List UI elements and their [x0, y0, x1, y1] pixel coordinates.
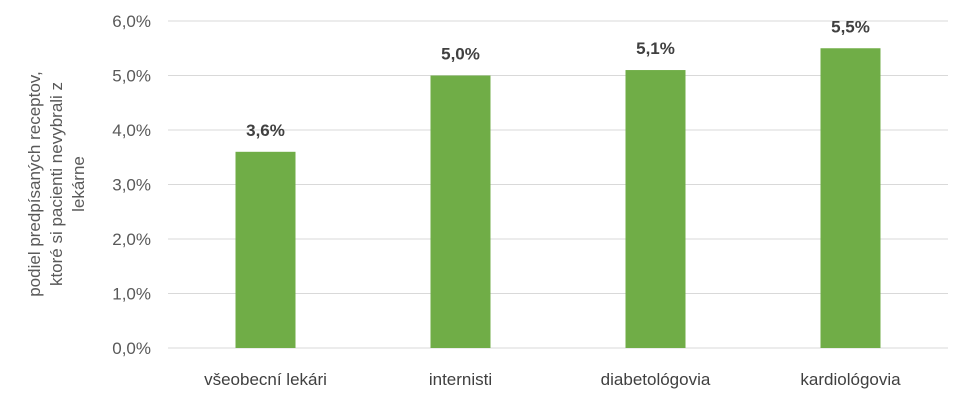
y-tick-label: 0,0%	[112, 339, 151, 358]
y-tick-label: 6,0%	[112, 12, 151, 31]
data-label: 5,5%	[831, 17, 870, 36]
data-labels: 3,6% 5,0% 5,1% 5,5%	[246, 17, 870, 140]
bars	[235, 48, 881, 349]
bar	[235, 151, 296, 348]
data-label: 5,1%	[636, 39, 675, 58]
y-axis-ticks: 0,0% 1,0% 2,0% 3,0% 4,0% 5,0% 6,0%	[112, 12, 151, 358]
y-tick-label: 1,0%	[112, 285, 151, 304]
y-tick-label: 4,0%	[112, 121, 151, 140]
y-tick-label: 5,0%	[112, 67, 151, 86]
x-category-label: internisti	[429, 370, 492, 389]
y-tick-label: 2,0%	[112, 230, 151, 249]
x-category-label: diabetológovia	[601, 370, 711, 389]
x-category-label: kardiológovia	[800, 370, 901, 389]
data-label: 5,0%	[441, 45, 480, 64]
x-axis-categories: všeobecní lekári internisti diabetológovia…	[204, 370, 901, 389]
bar	[625, 70, 686, 349]
y-axis-title-line: podiel predpísaných receptov,	[25, 71, 44, 297]
y-axis-title-line: lekárne	[69, 156, 88, 212]
bar	[820, 48, 881, 348]
x-category-label: všeobecní lekári	[204, 370, 327, 389]
y-axis-title-text: podiel predpísaných receptov, ktoré si pa…	[25, 71, 88, 297]
y-axis-title-line: ktoré si pacienti nevybrali z	[47, 82, 66, 286]
y-tick-label: 3,0%	[112, 176, 151, 195]
bar	[430, 75, 491, 348]
data-label: 3,6%	[246, 121, 285, 140]
y-axis-title: podiel predpísaných receptov, ktoré si pa…	[25, 71, 88, 297]
gridlines	[168, 20, 948, 349]
